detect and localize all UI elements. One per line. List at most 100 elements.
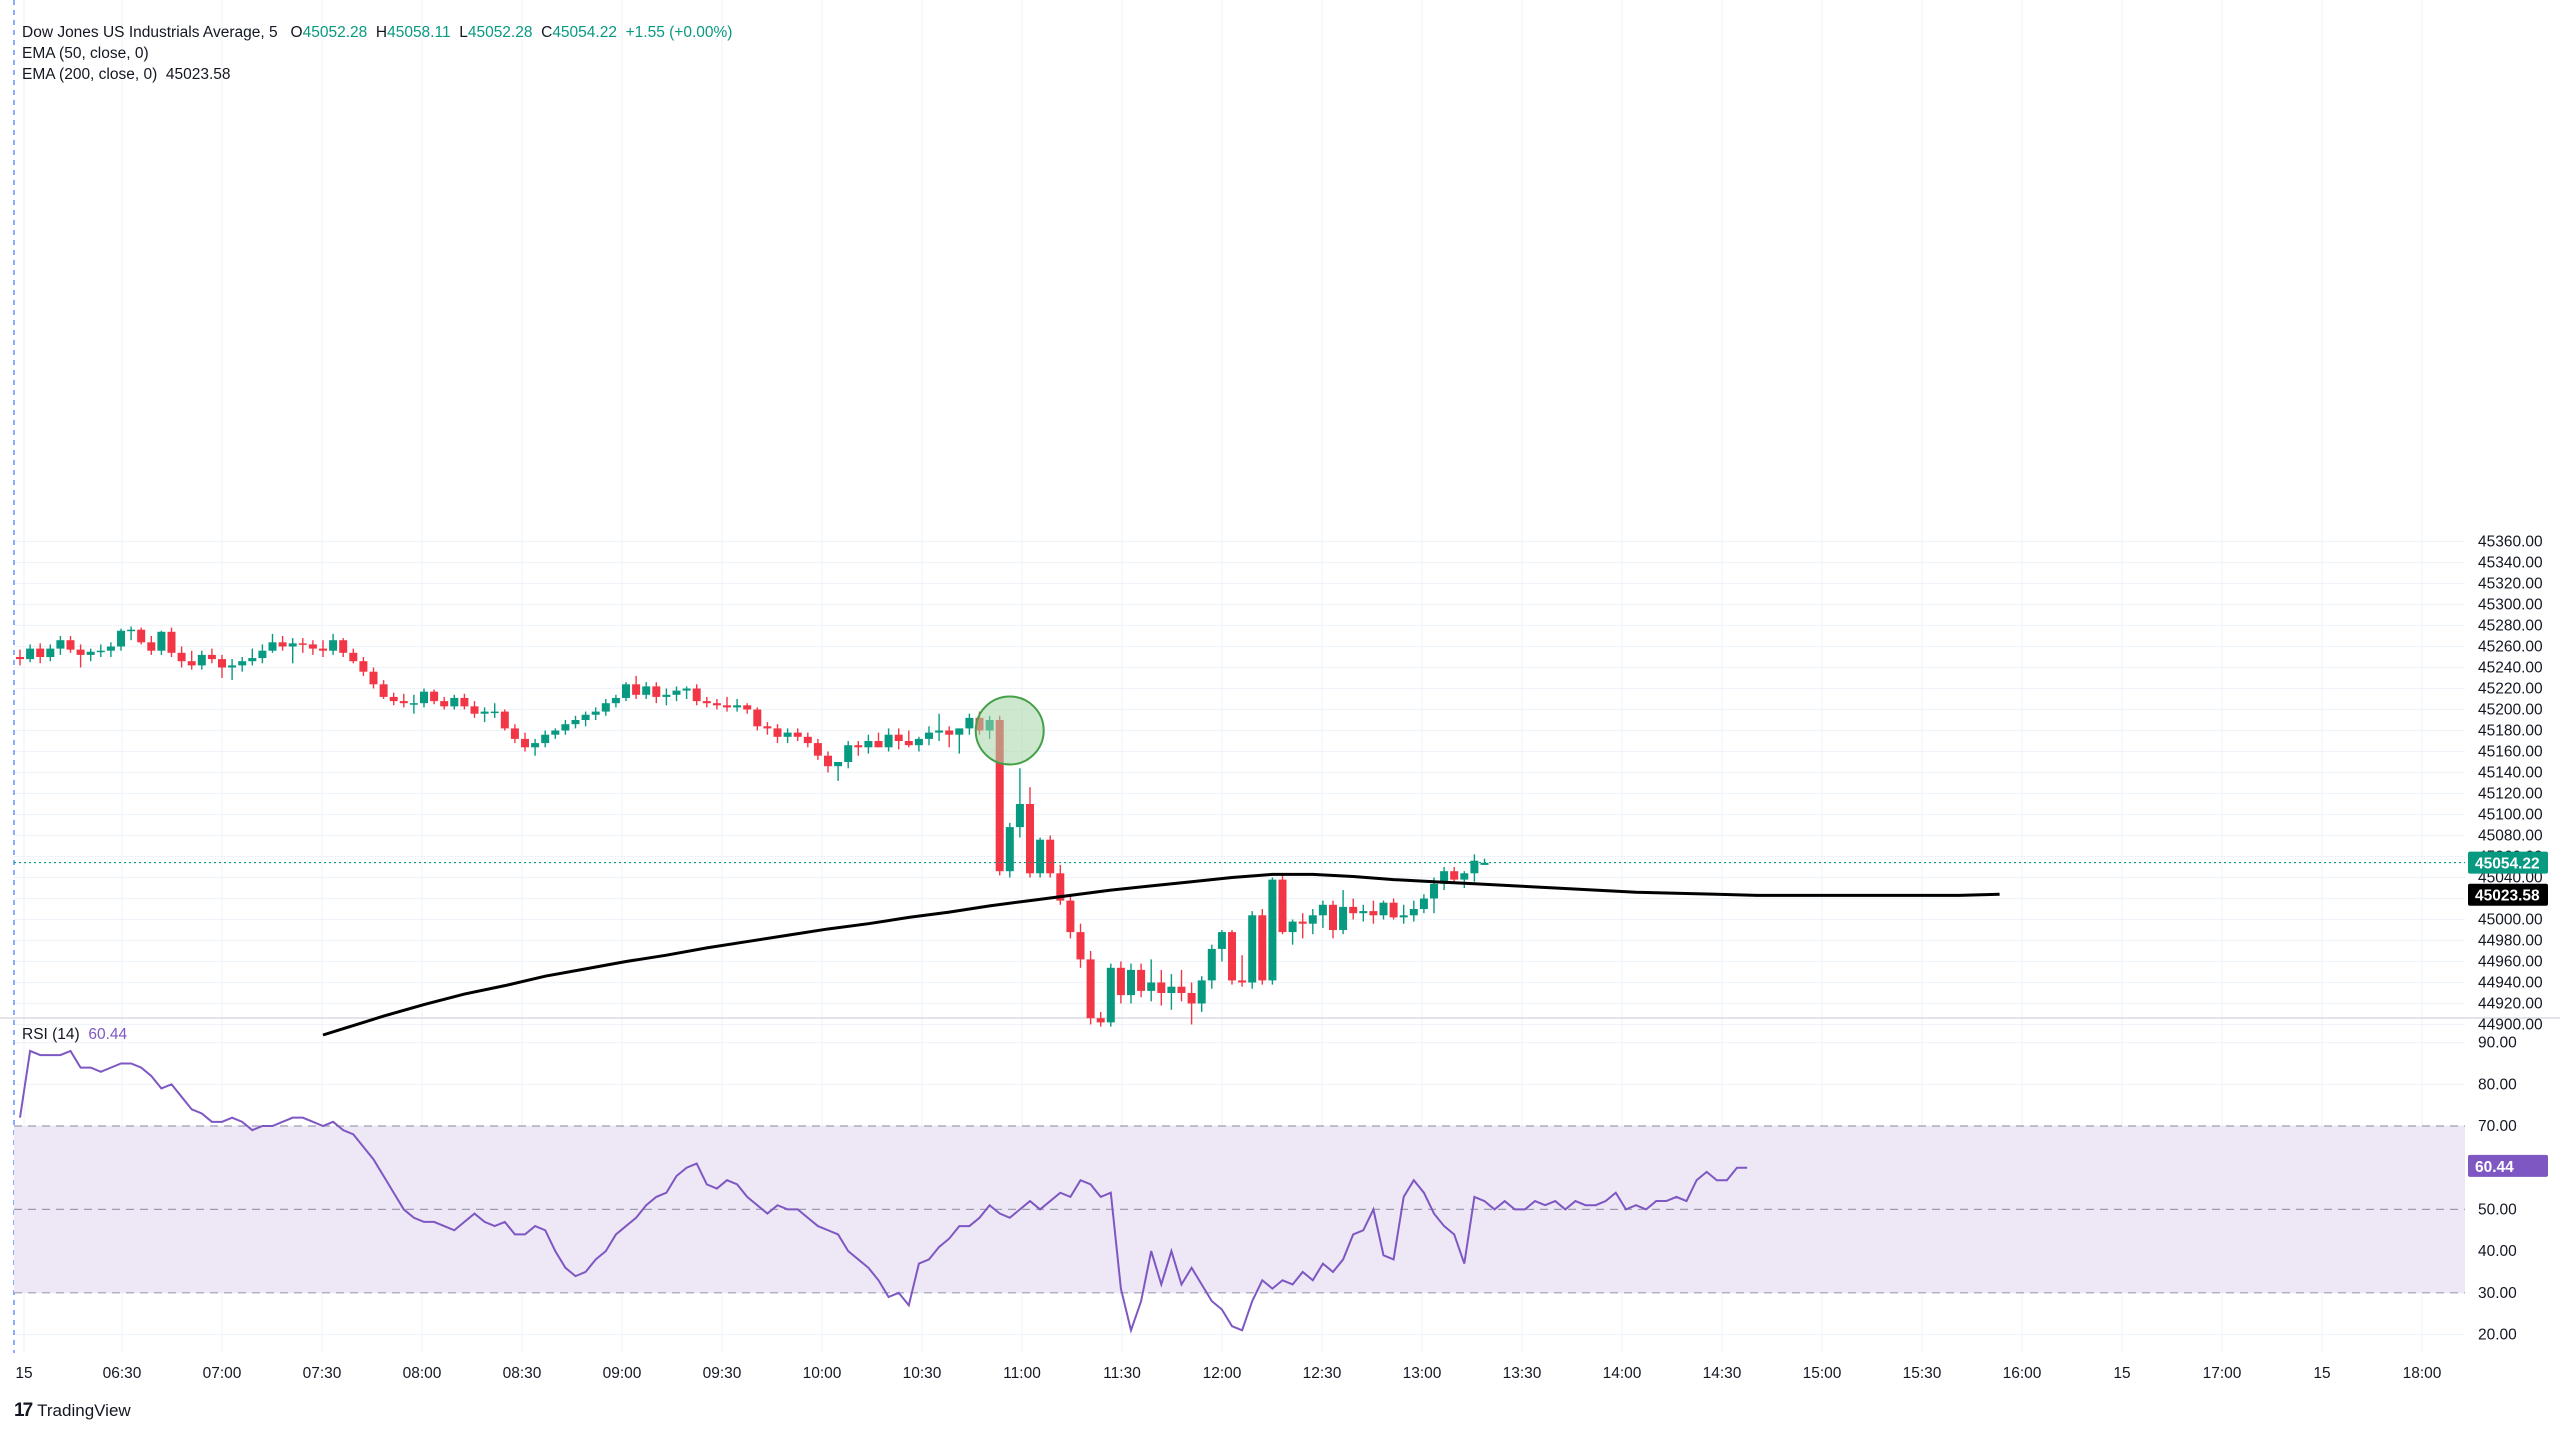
- rsi-y-tick-label: 30.00: [2478, 1285, 2517, 1302]
- candle-body: [723, 705, 731, 708]
- ema200-polyline: [322, 872, 2000, 1037]
- candle: [430, 689, 439, 705]
- candle-body: [571, 720, 580, 725]
- candle: [1419, 894, 1428, 914]
- candle: [955, 728, 964, 754]
- candle-body: [106, 646, 115, 651]
- candle-body: [409, 703, 418, 705]
- candle-body: [329, 640, 338, 651]
- rsi-legend-label: RSI (14): [22, 1026, 80, 1043]
- candle: [1470, 854, 1479, 882]
- candle-body: [187, 661, 196, 666]
- candle-body: [1258, 915, 1267, 981]
- candle-body: [642, 686, 651, 695]
- candle-body: [1379, 902, 1388, 916]
- candle-body: [1288, 921, 1297, 933]
- candle: [834, 762, 843, 781]
- candle: [450, 694, 459, 710]
- candle-body: [611, 697, 620, 704]
- candle-body: [1217, 932, 1226, 949]
- candle-body: [1440, 871, 1449, 884]
- candle-body: [591, 711, 600, 715]
- candle: [197, 650, 206, 670]
- y-tick-label: 45320.00: [2478, 576, 2543, 593]
- legend-ema50-row[interactable]: EMA (50, close, 0): [22, 43, 732, 64]
- y-tick-label: 45120.00: [2478, 786, 2543, 803]
- candle-body: [339, 640, 348, 653]
- candle: [1480, 858, 1489, 865]
- last-price-tag-bg: [2468, 851, 2548, 874]
- x-tick-label: 07:00: [203, 1365, 242, 1382]
- rsi-value-tag-bg: [2468, 1154, 2548, 1177]
- candle-body: [298, 643, 307, 645]
- main-legend: Dow Jones US Industrials Average, 5 O450…: [22, 22, 732, 85]
- x-tick-label: 16:00: [2003, 1365, 2042, 1382]
- ema200-price-tag-bg: [2468, 883, 2548, 906]
- x-tick-label: 15: [2113, 1365, 2130, 1382]
- candle-body: [1106, 967, 1115, 1023]
- candle: [793, 728, 802, 741]
- y-tick-label: 45360.00: [2478, 534, 2543, 551]
- candle-body: [955, 728, 964, 735]
- candle-body: [1187, 993, 1196, 1004]
- candle-body: [682, 688, 691, 691]
- candle-body: [1318, 904, 1327, 916]
- candle-body: [894, 734, 903, 741]
- candle-body: [1096, 1018, 1105, 1023]
- candle: [672, 686, 681, 702]
- candle: [440, 696, 449, 710]
- candle: [147, 636, 156, 655]
- candle: [1177, 969, 1186, 1002]
- candle: [258, 644, 267, 664]
- y-tick-label: 45280.00: [2478, 618, 2543, 635]
- candle: [420, 688, 428, 708]
- candle-body: [1177, 986, 1186, 993]
- candle: [904, 730, 913, 748]
- x-tick-label: 11:00: [1003, 1365, 1041, 1382]
- candle: [611, 694, 620, 708]
- candle: [824, 751, 832, 773]
- candle-body: [581, 714, 590, 720]
- candle: [16, 649, 24, 666]
- candle: [965, 713, 974, 735]
- candle: [581, 711, 590, 727]
- candle-body: [1480, 862, 1489, 865]
- y-tick-label: 44940.00: [2478, 975, 2543, 992]
- x-tick-label: 09:30: [703, 1365, 742, 1382]
- candle: [127, 626, 136, 641]
- candle: [844, 741, 853, 769]
- rsi-legend[interactable]: RSI (14) 60.44: [22, 1026, 127, 1044]
- candle-body: [1147, 982, 1156, 991]
- x-tick-label: 14:30: [1703, 1365, 1742, 1382]
- candle-body: [500, 711, 509, 729]
- x-tick-label: 15: [2313, 1365, 2330, 1382]
- candle: [1278, 875, 1287, 935]
- candle-body: [904, 741, 913, 746]
- candle: [662, 688, 671, 706]
- legend-c-value: 45054.22: [552, 24, 617, 41]
- candle-body: [490, 711, 499, 714]
- candle: [66, 636, 75, 653]
- candle-body: [1389, 902, 1398, 918]
- legend-ema200-row[interactable]: EMA (200, close, 0) 45023.58: [22, 64, 732, 85]
- legend-symbol[interactable]: Dow Jones US Industrials Average, 5: [22, 24, 278, 41]
- candle: [1197, 976, 1206, 1012]
- tradingview-brand[interactable]: 17 TradingView: [14, 1400, 131, 1422]
- x-tick-label: 07:30: [303, 1365, 342, 1382]
- candle-body: [66, 640, 75, 650]
- candle: [329, 633, 338, 655]
- candle-body: [1329, 904, 1337, 930]
- candle-body: [86, 651, 95, 655]
- candle-body: [824, 755, 832, 767]
- candle: [409, 694, 418, 714]
- legend-l-value: 45052.28: [467, 24, 533, 41]
- y-tick-label: 45300.00: [2478, 597, 2543, 614]
- candle: [914, 736, 923, 752]
- highlight-circle: [974, 695, 1045, 766]
- x-tick-label: 13:00: [1403, 1365, 1442, 1382]
- ema200-price-tag: 45023.58: [2468, 883, 2548, 906]
- candle-body: [238, 661, 247, 666]
- candle-body: [1026, 804, 1034, 874]
